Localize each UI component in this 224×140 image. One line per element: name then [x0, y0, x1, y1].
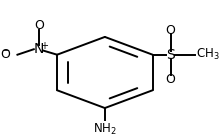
Text: N: N	[34, 42, 44, 56]
Text: −: −	[2, 46, 10, 56]
Text: NH$_2$: NH$_2$	[93, 122, 117, 137]
Text: O: O	[166, 24, 176, 37]
Text: O: O	[1, 48, 11, 61]
Text: O: O	[34, 19, 44, 32]
Text: O: O	[166, 73, 176, 86]
Text: +: +	[40, 41, 48, 51]
Text: S: S	[166, 48, 175, 62]
Text: CH$_3$: CH$_3$	[196, 47, 220, 62]
